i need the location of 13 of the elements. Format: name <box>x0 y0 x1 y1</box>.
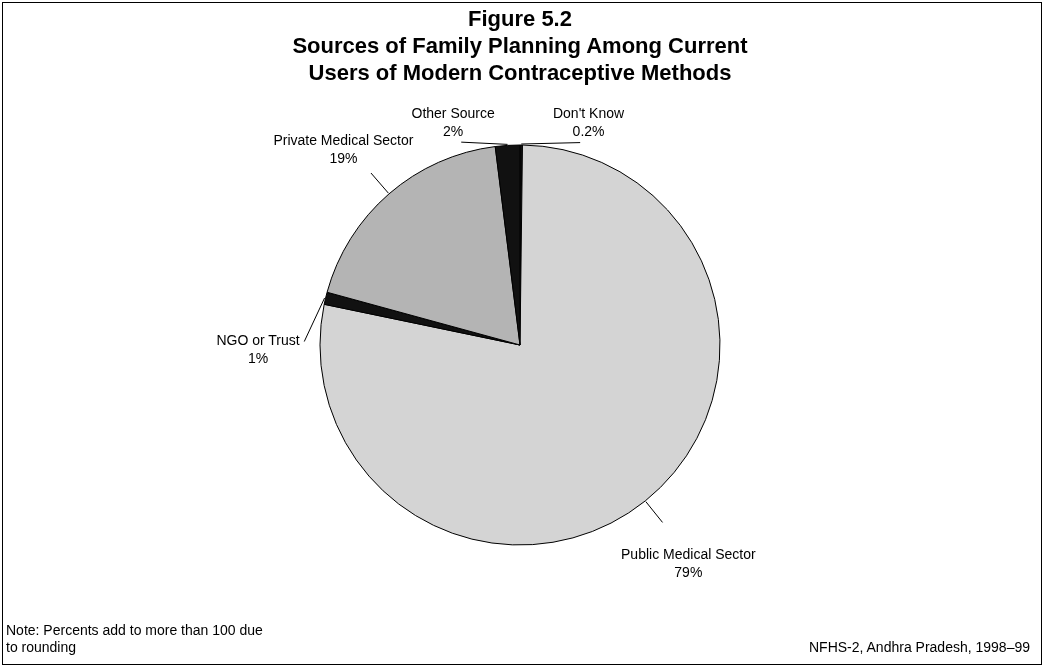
data-label: 2% <box>443 123 464 140</box>
chart-title: Figure 5.2 Sources of Family Planning Among Current Users of Modern Contraceptive Methods <box>292 6 749 85</box>
text: NFHS-2, Andhra Pradesh, 1998–99 <box>808 639 1030 656</box>
data-label: 19% <box>329 150 358 167</box>
slice-label: Other Source <box>411 105 495 122</box>
slice-label: Private Medical Sector <box>273 132 414 149</box>
slice-label: Don't Know <box>552 105 626 122</box>
slice-label: NGO or Trust <box>216 331 300 348</box>
data-label: 1% <box>247 349 269 366</box>
data-label: 0.2% <box>572 123 605 140</box>
text: Note: Percents add to more than 100 due to rounding <box>6 622 263 656</box>
slice-label: Public Medical Sector <box>621 545 756 562</box>
data-label: 79% <box>674 563 703 580</box>
